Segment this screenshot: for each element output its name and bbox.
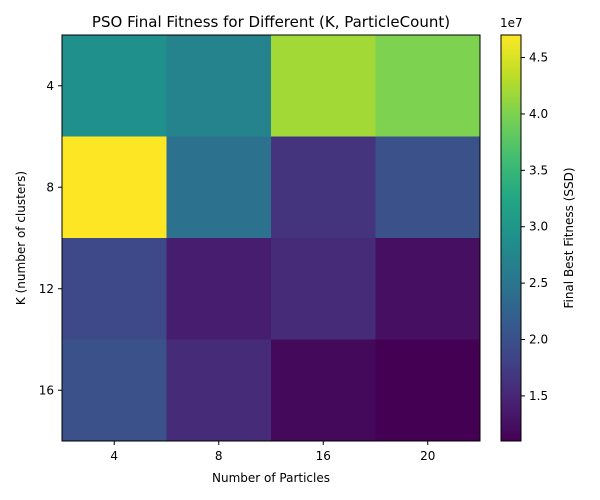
y-axis-label: K (number of clusters) [14,171,28,305]
x-tick-label: 8 [215,449,223,463]
heatmap-cell [62,35,167,137]
heatmap-cell [62,136,167,239]
heatmap-cells [62,35,481,442]
colorbar-gradient [501,35,521,441]
colorbar-frame [500,34,522,442]
y-tick-label: 8 [46,180,54,194]
colorbar-tick-label: 4.0 [529,107,548,121]
heatmap-cell [166,35,272,137]
colorbar-label: Final Best Fitness (SSD) [562,167,576,308]
chart-title: PSO Final Fitness for Different (K, Part… [92,13,450,31]
heatmap-cell [375,136,481,239]
x-tick-label: 4 [110,449,118,463]
colorbar-tick-label: 3.0 [529,220,548,234]
heatmap-cell [166,136,272,239]
heatmap-cell [62,238,167,340]
x-tick-label: 16 [316,449,331,463]
heatmap-cell [375,339,481,442]
heatmap-cell [166,339,272,442]
heatmap-cell [271,238,376,340]
colorbar-tick-label: 4.5 [529,51,548,65]
heatmap-cell [62,339,167,442]
y-axis-ticks: 4 8 12 16 [39,79,62,397]
heatmap-cell [375,35,481,137]
x-tick-label: 20 [420,449,435,463]
colorbar-tick-label: 1.5 [529,389,548,403]
colorbar-ticks: 1.5 2.0 2.5 3.0 3.5 4.0 4.5 [521,51,548,403]
heatmap-cell [166,238,272,340]
heatmap-cell [271,339,376,442]
colorbar-tick-label: 3.5 [529,163,548,177]
colorbar-multiplier: 1e7 [500,16,523,30]
heatmap-cell [271,35,376,137]
x-axis-label: Number of Particles [212,471,330,485]
heatmap-cell [375,238,481,340]
y-tick-label: 16 [39,383,54,397]
colorbar-tick-label: 2.0 [529,333,548,347]
colorbar: 1.5 2.0 2.5 3.0 3.5 4.0 4.5 1e7 Final Best Fit… [500,16,576,442]
y-tick-label: 4 [46,79,54,93]
heatmap-cell [271,136,376,239]
x-axis-ticks: 4 8 16 20 [110,441,435,463]
y-tick-label: 12 [39,282,54,296]
colorbar-tick-label: 2.5 [529,276,548,290]
plot-frame [61,34,481,442]
